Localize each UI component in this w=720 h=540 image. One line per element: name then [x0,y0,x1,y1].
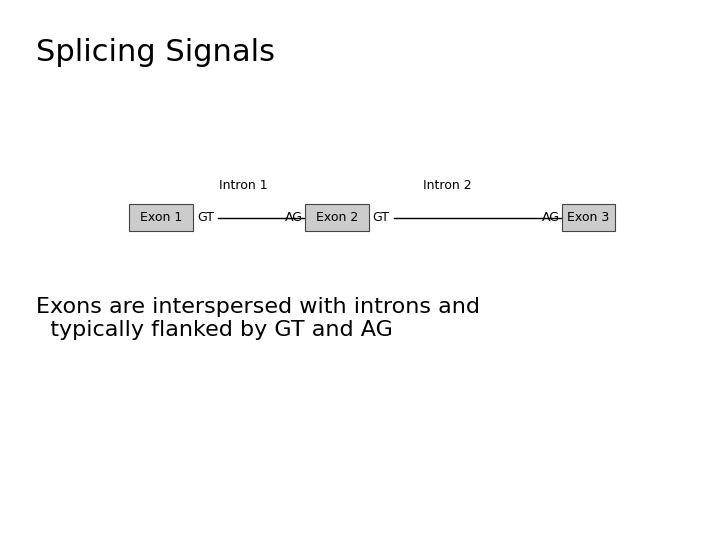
Text: GT: GT [372,211,390,224]
Text: Intron 2: Intron 2 [423,179,472,192]
Text: GT: GT [197,211,214,224]
Text: Exon 1: Exon 1 [140,211,182,224]
Text: AG: AG [285,211,303,224]
Text: Exon 3: Exon 3 [567,211,609,224]
Text: Exon 2: Exon 2 [316,211,358,224]
Text: Exons are interspersed with introns and
  typically flanked by GT and AG: Exons are interspersed with introns and … [36,297,480,340]
Text: AG: AG [542,211,560,224]
FancyBboxPatch shape [129,204,193,231]
FancyBboxPatch shape [305,204,369,231]
Text: Intron 1: Intron 1 [219,179,268,192]
FancyBboxPatch shape [562,204,615,231]
Text: Splicing Signals: Splicing Signals [36,38,275,67]
